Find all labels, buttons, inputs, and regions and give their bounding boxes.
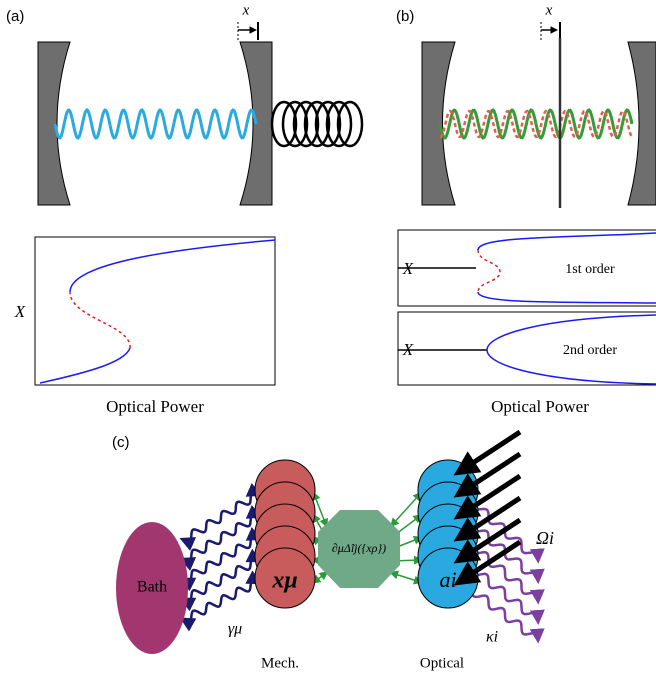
unstable-branch xyxy=(70,292,130,348)
plot-caption: 1st order xyxy=(565,262,615,277)
coupling-arrow xyxy=(392,494,420,525)
x-axis-label: Optical Power xyxy=(491,397,589,416)
cavity-field xyxy=(440,110,632,138)
bath-coupling xyxy=(184,558,258,601)
damping-label: γμ xyxy=(228,621,242,638)
caption: Mech. xyxy=(261,655,299,671)
displacement-label: x xyxy=(242,2,250,18)
coupling-arrow xyxy=(392,573,420,582)
bath-label: Bath xyxy=(137,579,167,596)
x-axis-label: Optical Power xyxy=(106,397,204,416)
coupling-arrow xyxy=(314,573,326,582)
stable-branch xyxy=(40,348,130,383)
cavity-field xyxy=(55,110,256,138)
drive-label: Ωi xyxy=(536,528,554,548)
y-axis-label: X xyxy=(14,302,26,321)
coupling-label: ∂μΔ̃ij({xρ}) xyxy=(332,541,386,555)
panel-label: (a) xyxy=(6,8,24,25)
loss-label: κi xyxy=(486,629,498,646)
plot-frame xyxy=(35,237,275,385)
drive-arrow xyxy=(462,432,520,470)
mech-mode-label: xμ xyxy=(271,568,297,594)
bath-coupling xyxy=(184,580,258,622)
spring xyxy=(272,102,362,146)
caption: Optical xyxy=(420,655,464,671)
stable-branch xyxy=(478,292,656,303)
panel-label: (b) xyxy=(396,8,414,25)
plot-caption: 2nd order xyxy=(563,343,617,358)
displacement-label: x xyxy=(545,2,553,18)
wave xyxy=(440,110,632,138)
plot-frame xyxy=(398,312,656,385)
optical-mode-label: ai xyxy=(439,567,456,592)
stable-branch xyxy=(478,233,656,250)
unstable-branch xyxy=(478,250,500,292)
stable-branch xyxy=(70,240,275,292)
y-axis-label: X xyxy=(402,340,414,359)
figure: (a) x X Optical Power (b) x X 1st order … xyxy=(0,0,656,674)
panel-label: (c) xyxy=(112,434,130,451)
wave xyxy=(55,110,256,138)
y-axis-label: X xyxy=(402,259,414,278)
